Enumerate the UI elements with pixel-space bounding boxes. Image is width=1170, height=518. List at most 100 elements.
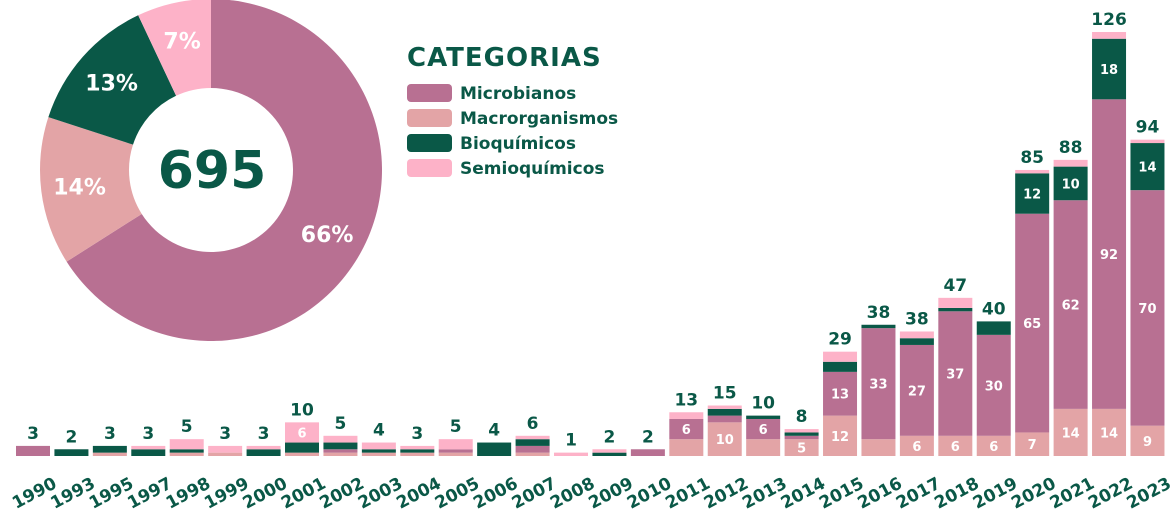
total-label-2022: 126 xyxy=(1091,10,1127,30)
bar-semioquimicos-2004 xyxy=(400,445,435,450)
bar-microbianos-2002 xyxy=(323,449,358,453)
bar-macrorganismos-2016 xyxy=(861,439,896,456)
bar-microbianos-2018 xyxy=(938,311,973,436)
bar-bioquimicos-2001 xyxy=(285,442,320,453)
bar-semioquimicos-2015 xyxy=(823,351,858,362)
total-label-2020: 85 xyxy=(1020,148,1044,168)
legend-label-semioquimicos: Semioquímicos xyxy=(460,159,605,179)
bar-microbianos-2012 xyxy=(707,415,742,423)
segment-label-microbianos-2011: 6 xyxy=(682,423,691,438)
segment-label-microbianos-2023: 70 xyxy=(1138,302,1156,317)
segment-label-macrorganismos-2017: 6 xyxy=(912,440,921,455)
bar-semioquimicos-2005 xyxy=(438,439,473,450)
legend-label-macrorganismos: Macrorganismos xyxy=(460,109,618,129)
donut-center-total: 695 xyxy=(158,141,267,201)
bar-macrorganismos-2004 xyxy=(400,452,435,456)
bar-semioquimicos-2012 xyxy=(707,405,742,409)
bar-microbianos-2005 xyxy=(438,449,473,453)
total-label-2016: 38 xyxy=(867,303,891,323)
bar-bioquimicos-2013 xyxy=(746,415,781,419)
bar-macrorganismos-2022 xyxy=(1092,408,1127,456)
bar-macrorganismos-1998 xyxy=(169,452,204,456)
bar-semioquimicos-2008 xyxy=(554,452,589,456)
bar-microbianos-2011 xyxy=(669,418,704,440)
bar-macrorganismos-2021 xyxy=(1053,408,1088,456)
bar-macrorganismos-2002 xyxy=(323,452,358,456)
segment-label-macrorganismos-2021: 14 xyxy=(1062,426,1080,441)
bar-bioquimicos-2019 xyxy=(976,321,1011,335)
donut-slice-microbianos xyxy=(66,0,383,341)
segment-label-macrorganismos-2018: 6 xyxy=(951,440,960,455)
total-label-1993: 2 xyxy=(66,427,78,447)
bar-bioquimicos-2007 xyxy=(515,439,550,446)
bar-macrorganismos-2007 xyxy=(515,452,550,456)
segment-label-microbianos-2022: 92 xyxy=(1100,248,1118,263)
bar-bioquimicos-2006 xyxy=(477,442,512,456)
legend-label-bioquimicos: Bioquímicos xyxy=(460,134,576,154)
bar-microbianos-2014 xyxy=(784,435,819,440)
segment-label-microbianos-2021: 62 xyxy=(1062,299,1080,314)
bar-macrorganismos-2013 xyxy=(746,439,781,456)
bar-bioquimicos-2023 xyxy=(1130,143,1165,191)
total-label-2004: 3 xyxy=(411,424,423,444)
donut-label-bioquimicos: 13% xyxy=(85,71,138,96)
total-label-2001: 10 xyxy=(290,400,314,420)
segment-label-microbianos-2019: 30 xyxy=(985,379,1003,394)
bar-semioquimicos-2017 xyxy=(899,331,934,339)
bar-bioquimicos-1998 xyxy=(169,449,204,453)
total-label-2002: 5 xyxy=(335,414,347,434)
bar-macrorganismos-2011 xyxy=(669,439,704,456)
bar-macrorganismos-2020 xyxy=(1015,432,1050,456)
segment-label-microbianos-2018: 37 xyxy=(946,368,964,383)
bar-microbianos-1990 xyxy=(16,445,50,456)
segment-label-macrorganismos-2022: 14 xyxy=(1100,426,1118,441)
bar-macrorganismos-2017 xyxy=(899,435,934,456)
segment-label-macrorganismos-2012: 10 xyxy=(716,433,734,448)
bar-semioquimicos-2018 xyxy=(938,297,973,308)
bar-macrorganismos-1999 xyxy=(208,452,243,456)
total-label-2021: 88 xyxy=(1059,138,1083,158)
legend-swatch-semioquimicos xyxy=(407,159,452,177)
total-label-2014: 8 xyxy=(796,407,808,427)
total-label-1999: 3 xyxy=(219,424,231,444)
bar-bioquimicos-2015 xyxy=(823,361,858,372)
segment-label-bioquimicos-2021: 10 xyxy=(1062,177,1080,192)
bar-semioquimicos-2002 xyxy=(323,435,358,443)
bar-macrorganismos-2005 xyxy=(438,452,473,456)
total-label-1995: 3 xyxy=(104,424,116,444)
total-label-1997: 3 xyxy=(142,424,154,444)
segment-label-macrorganismos-2015: 12 xyxy=(831,430,849,445)
bar-microbianos-2017 xyxy=(899,344,934,436)
bar-microbianos-2023 xyxy=(1130,190,1165,426)
bar-bioquimicos-2021 xyxy=(1053,166,1088,201)
year-label-2023: 2023 xyxy=(1124,474,1170,514)
bar-bioquimicos-2000 xyxy=(246,449,281,456)
bar-semioquimicos-2023 xyxy=(1130,139,1165,144)
bar-microbianos-2015 xyxy=(823,371,858,416)
segment-label-microbianos-2015: 13 xyxy=(831,388,849,403)
bar-macrorganismos-2023 xyxy=(1130,425,1165,456)
bar-macrorganismos-1995 xyxy=(92,452,127,456)
bar-semioquimicos-2003 xyxy=(361,442,396,450)
legend-title: CATEGORIAS xyxy=(407,43,602,73)
bar-microbianos-2019 xyxy=(976,334,1011,436)
bar-semioquimicos-2014 xyxy=(784,429,819,433)
bar-macrorganismos-2019 xyxy=(976,435,1011,456)
total-label-2019: 40 xyxy=(982,299,1006,319)
bar-bioquimicos-2016 xyxy=(861,324,896,329)
segment-label-microbianos-2013: 6 xyxy=(759,423,768,438)
donut-label-macrorganismos: 14% xyxy=(53,176,106,201)
bar-bioquimicos-2022 xyxy=(1092,38,1127,100)
legend-swatch-microbianos xyxy=(407,84,452,102)
bar-bioquimicos-1993 xyxy=(54,449,89,456)
donut-slice-bioquimicos xyxy=(48,15,177,145)
segment-label-bioquimicos-2022: 18 xyxy=(1100,63,1118,78)
bar-bioquimicos-2012 xyxy=(707,408,742,416)
total-label-2007: 6 xyxy=(527,414,539,434)
segment-label-macrorganismos-2019: 6 xyxy=(989,440,998,455)
total-label-2000: 3 xyxy=(258,424,270,444)
bar-bioquimicos-2003 xyxy=(361,449,396,453)
bar-semioquimicos-2011 xyxy=(669,412,704,419)
total-label-2015: 29 xyxy=(828,330,852,350)
total-label-2011: 13 xyxy=(674,390,698,410)
